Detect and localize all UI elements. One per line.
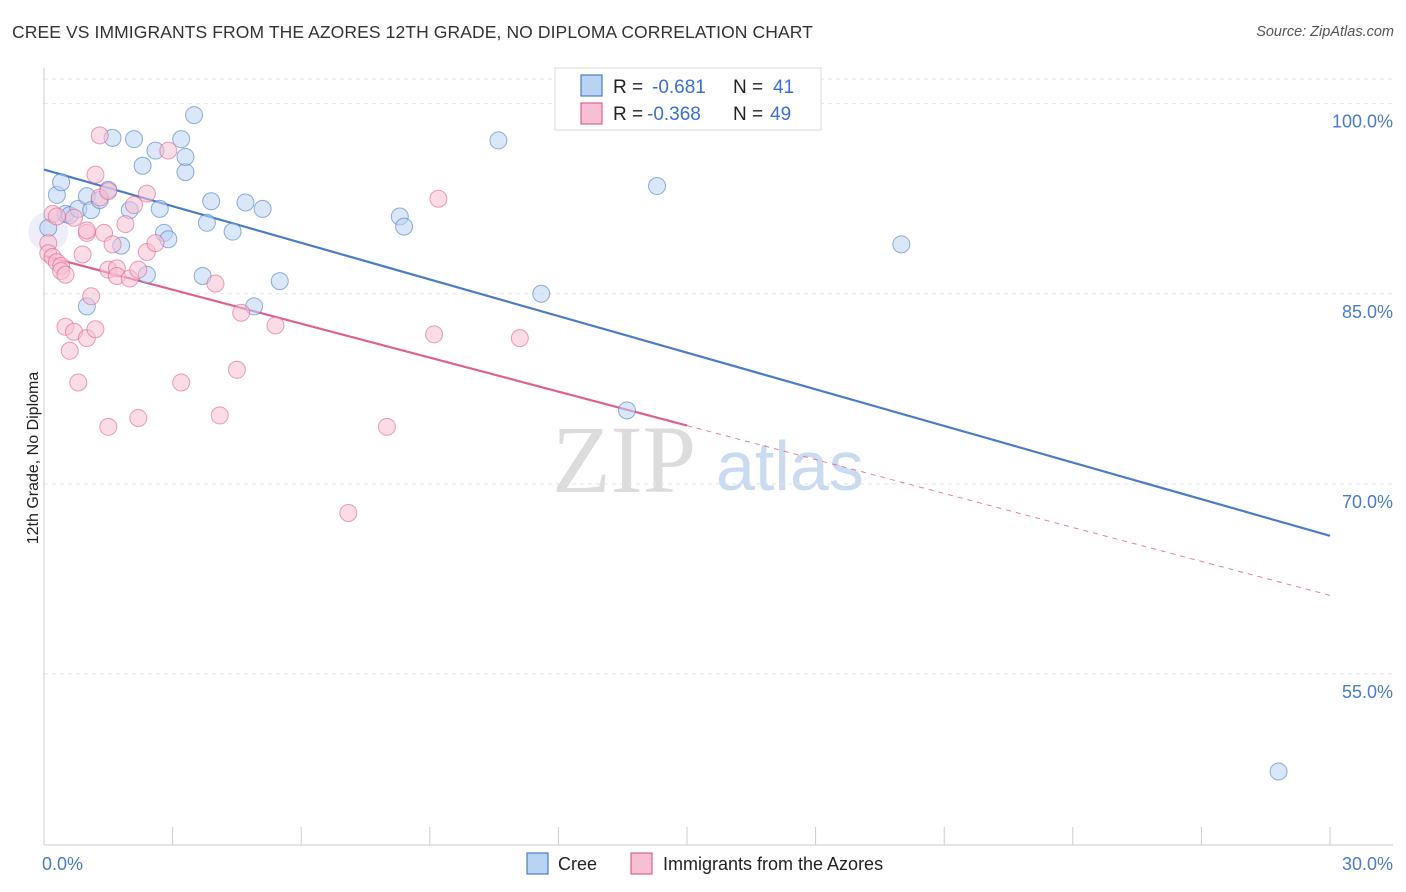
y-tick-label: 70.0% bbox=[1342, 492, 1393, 512]
data-point-cree bbox=[133, 156, 152, 175]
chart-title: CREE VS IMMIGRANTS FROM THE AZORES 12TH … bbox=[12, 22, 813, 42]
series-legend-swatch-cree bbox=[526, 852, 549, 875]
data-point-azores bbox=[510, 329, 529, 348]
source-credit: Source: ZipAtlas.com bbox=[1256, 24, 1394, 40]
data-point-cree bbox=[197, 213, 216, 232]
data-point-azores bbox=[125, 196, 144, 215]
data-point-azores bbox=[159, 141, 178, 160]
data-point-azores bbox=[99, 182, 118, 201]
legend-r-label: R = bbox=[613, 77, 643, 98]
data-point-azores bbox=[86, 165, 105, 184]
trend-lines bbox=[43, 168, 1331, 596]
data-point-azores bbox=[116, 215, 135, 234]
data-point-cree bbox=[172, 130, 191, 149]
data-point-cree bbox=[185, 106, 204, 125]
watermark-zip: ZIP bbox=[552, 406, 696, 513]
data-point-cree bbox=[176, 147, 195, 166]
data-points bbox=[28, 106, 1288, 781]
trend-line-azores bbox=[43, 254, 688, 427]
data-point-azores bbox=[65, 208, 84, 227]
data-point-cree bbox=[532, 284, 551, 303]
data-point-cree bbox=[223, 222, 242, 241]
data-point-cree bbox=[176, 163, 195, 182]
stats-legend: R = -0.681 N = 41 R = -0.368 N = 49 bbox=[554, 67, 822, 131]
data-point-cree bbox=[236, 193, 255, 212]
data-point-cree bbox=[52, 173, 71, 192]
series-legend-label-azores: Immigrants from the Azores bbox=[663, 854, 883, 874]
data-point-cree bbox=[892, 235, 911, 254]
data-point-azores bbox=[137, 184, 156, 203]
data-point-azores bbox=[73, 245, 92, 264]
legend-n-label: N = bbox=[733, 77, 763, 98]
legend-swatch-cree bbox=[580, 74, 603, 97]
data-point-cree bbox=[647, 177, 666, 196]
data-point-azores bbox=[206, 274, 225, 293]
data-point-azores bbox=[210, 406, 229, 425]
y-axis-label: 12th Grade, No Diploma bbox=[25, 372, 42, 545]
data-point-azores bbox=[56, 265, 75, 284]
data-point-azores bbox=[99, 417, 118, 436]
watermark-atlas: atlas bbox=[716, 427, 864, 505]
data-point-azores bbox=[90, 126, 109, 145]
data-point-azores bbox=[82, 287, 101, 306]
data-point-azores bbox=[146, 234, 165, 253]
data-point-azores bbox=[425, 325, 444, 344]
data-point-azores bbox=[69, 373, 88, 392]
data-point-azores bbox=[339, 503, 358, 522]
data-point-cree bbox=[395, 217, 414, 236]
legend-n-value: 41 bbox=[773, 77, 794, 98]
trend-line-extension-azores bbox=[686, 425, 1331, 596]
data-point-cree bbox=[617, 401, 636, 420]
data-point-azores bbox=[77, 221, 96, 240]
data-point-azores bbox=[377, 417, 396, 436]
data-point-azores bbox=[86, 320, 105, 339]
data-point-cree bbox=[150, 199, 169, 218]
data-point-azores bbox=[232, 303, 251, 322]
y-tick-label: 85.0% bbox=[1342, 302, 1393, 322]
data-point-azores bbox=[227, 360, 246, 379]
series-legend: Cree Immigrants from the Azores bbox=[526, 852, 883, 875]
data-point-azores bbox=[429, 189, 448, 208]
watermark: ZIP atlas bbox=[552, 406, 864, 513]
data-point-azores bbox=[129, 408, 148, 427]
x-tick-label: 0.0% bbox=[42, 854, 83, 874]
data-point-azores bbox=[47, 207, 66, 226]
tick-labels: 100.0% 85.0% 70.0% 55.0% 0.0% 30.0% bbox=[42, 112, 1393, 874]
data-point-cree bbox=[125, 130, 144, 149]
data-point-azores bbox=[172, 373, 191, 392]
data-point-cree bbox=[270, 272, 289, 291]
legend-r-value: -0.368 bbox=[647, 104, 701, 125]
data-point-azores bbox=[103, 235, 122, 254]
data-point-azores bbox=[266, 316, 285, 335]
axes bbox=[43, 68, 1393, 846]
series-legend-swatch-azores bbox=[630, 852, 653, 875]
data-point-azores bbox=[60, 341, 79, 360]
legend-r-label: R = bbox=[613, 104, 643, 125]
data-point-cree bbox=[202, 192, 221, 211]
legend-swatch-azores bbox=[580, 102, 603, 125]
data-point-cree bbox=[489, 131, 508, 150]
y-tick-label: 100.0% bbox=[1332, 112, 1393, 132]
y-tick-label: 55.0% bbox=[1342, 682, 1393, 702]
gridlines bbox=[44, 78, 1393, 675]
data-point-cree bbox=[253, 199, 272, 218]
data-point-azores bbox=[129, 260, 148, 279]
series-legend-label-cree: Cree bbox=[558, 854, 597, 874]
x-tick-label: 30.0% bbox=[1342, 854, 1393, 874]
legend-r-value: -0.681 bbox=[652, 77, 706, 98]
trend-line-cree bbox=[43, 168, 1331, 537]
legend-n-label: N = bbox=[733, 104, 763, 125]
legend-n-value: 49 bbox=[770, 104, 791, 125]
data-point-cree bbox=[1269, 762, 1288, 781]
